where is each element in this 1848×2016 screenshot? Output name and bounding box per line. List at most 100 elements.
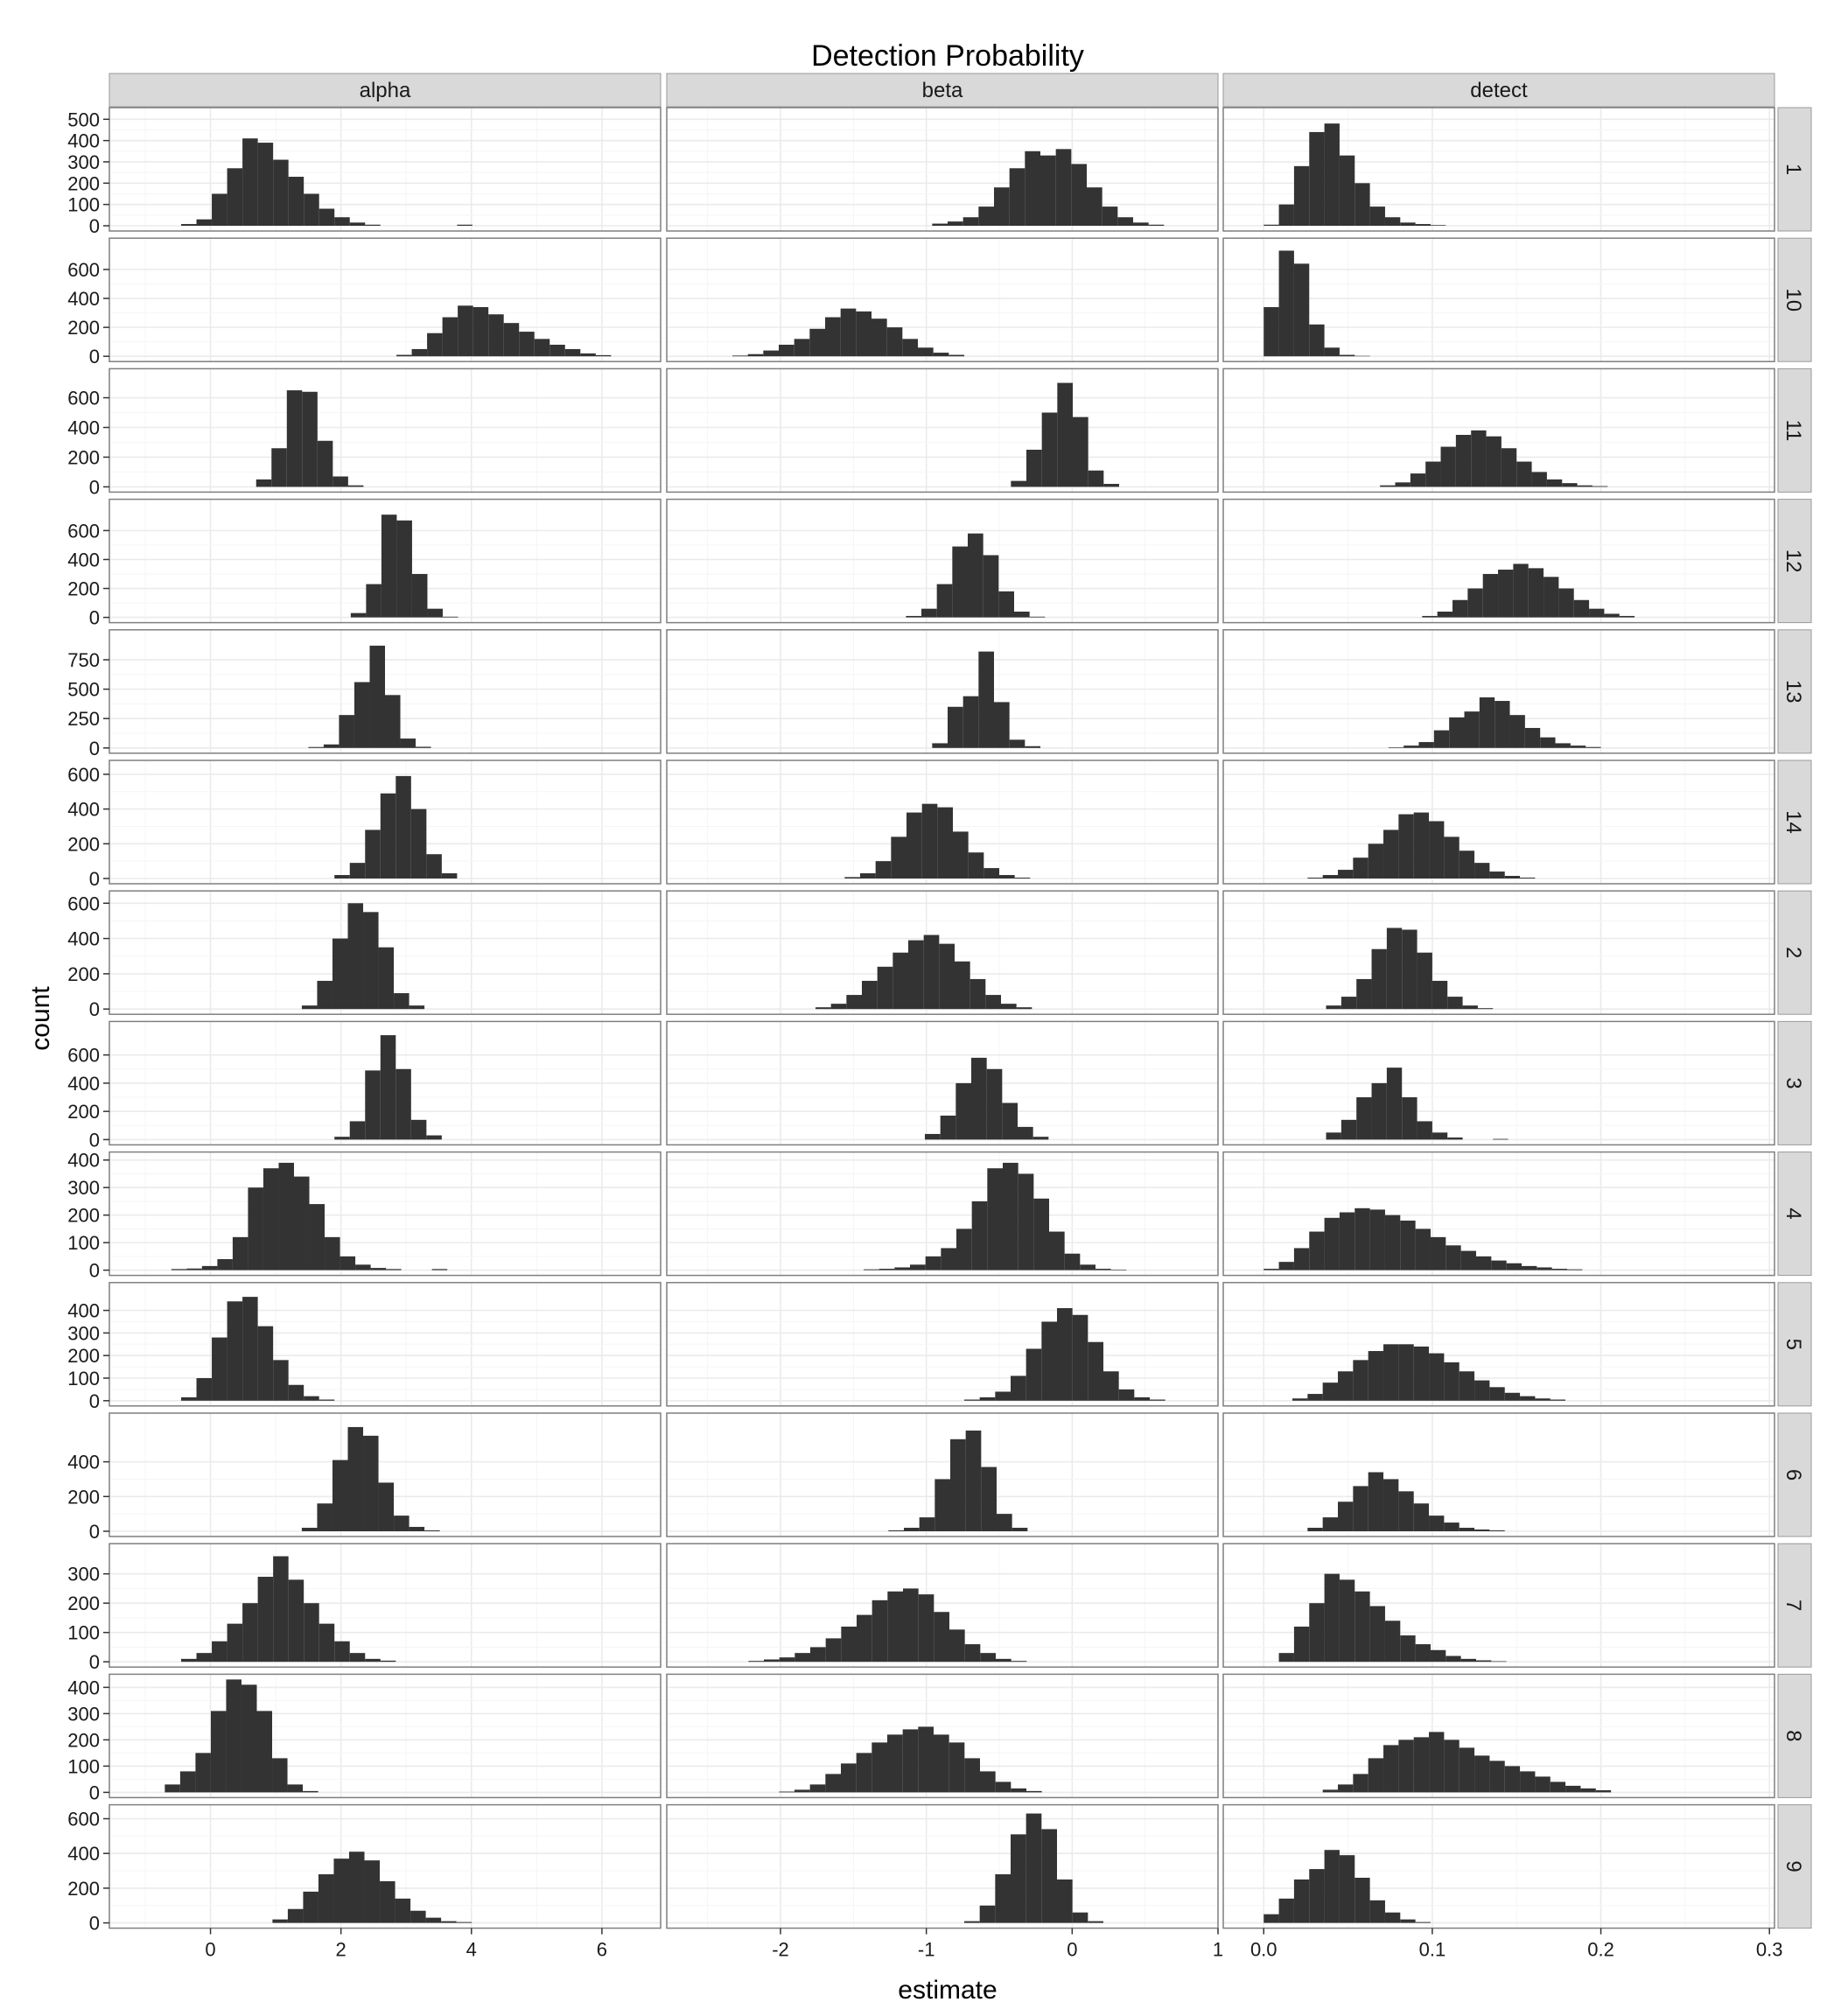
- histogram-bar: [1400, 1635, 1416, 1662]
- histogram-bar: [304, 1396, 319, 1401]
- panel-border: [1222, 1151, 1775, 1277]
- histogram-bar: [1016, 1007, 1032, 1010]
- y-tick-label: 400: [67, 799, 100, 821]
- histogram-bar: [1415, 224, 1431, 226]
- histogram-bar: [1417, 1121, 1432, 1140]
- histogram-bar: [825, 1638, 842, 1662]
- histogram-bar: [779, 1657, 795, 1662]
- y-tick-label: 400: [67, 1843, 100, 1865]
- histogram-bar: [395, 1898, 411, 1923]
- histogram-bar: [1544, 577, 1559, 618]
- y-tick-label: 100: [67, 1622, 100, 1644]
- histogram-bar: [919, 1517, 935, 1531]
- panel-border: [1222, 1282, 1775, 1407]
- panel-background: [109, 368, 661, 493]
- histogram-bar: [302, 391, 318, 487]
- row-strip-5: [1777, 1282, 1812, 1407]
- row-strip-label-4: 4: [1782, 1208, 1805, 1219]
- histogram-bar: [381, 514, 397, 618]
- histogram-bar: [964, 1921, 980, 1923]
- y-tick-label: 300: [67, 151, 100, 173]
- histogram-bar: [333, 1858, 349, 1923]
- histogram-bar: [181, 224, 197, 226]
- histogram-bar: [996, 1658, 1012, 1662]
- histogram-bar: [273, 1556, 289, 1662]
- histogram-bar: [164, 1784, 180, 1793]
- panel-detect-3: [1222, 1020, 1775, 1146]
- x-tick-label: -1: [918, 1939, 935, 1961]
- y-tick-label: 0: [89, 1129, 100, 1151]
- row-strip-12: [1777, 499, 1812, 624]
- histogram-bar: [1041, 1829, 1057, 1923]
- histogram-bar: [825, 317, 841, 357]
- chart-title: Detection Probability: [811, 39, 1084, 73]
- y-tick-label: 100: [67, 1755, 100, 1777]
- panel-beta-12: [666, 498, 1219, 624]
- histogram-bar: [242, 138, 258, 226]
- histogram-bar: [1041, 1321, 1057, 1401]
- histogram-bar: [1432, 980, 1448, 1010]
- histogram-bar: [564, 348, 581, 357]
- histogram-bar: [1338, 1784, 1354, 1793]
- panel-beta-6: [666, 1412, 1219, 1537]
- histogram-bar: [317, 980, 332, 1010]
- histogram-bar: [1011, 1376, 1026, 1401]
- histogram-bar: [1459, 1747, 1475, 1793]
- row-strip-label-3: 3: [1782, 1077, 1805, 1088]
- y-tick-label: 400: [67, 288, 100, 310]
- histogram-bar: [1501, 448, 1517, 487]
- histogram-bar: [550, 344, 565, 357]
- histogram-bar: [1071, 164, 1087, 226]
- histogram-bar: [936, 584, 953, 618]
- row-strip-13: [1777, 629, 1812, 754]
- histogram-bar: [1011, 1788, 1026, 1793]
- panel-border: [1222, 368, 1775, 494]
- histogram-bar: [1354, 1208, 1370, 1270]
- histogram-bar: [288, 1384, 304, 1401]
- histogram-bar: [1429, 1732, 1445, 1793]
- histogram-bar: [363, 1435, 379, 1531]
- histogram-bar: [425, 1917, 442, 1923]
- panel-border: [666, 237, 1219, 362]
- panel-border: [1222, 1412, 1775, 1537]
- row-strip-label-10: 10: [1782, 288, 1805, 312]
- panel-alpha-11: 0 200 400 600: [67, 368, 662, 498]
- histogram-bar: [1580, 1788, 1596, 1793]
- histogram-bar: [304, 193, 319, 226]
- histogram-bar: [1474, 1380, 1490, 1401]
- panel-alpha-10: 0 200 400 600: [67, 237, 662, 368]
- panel-border: [1222, 498, 1775, 624]
- histogram-bar: [1486, 436, 1502, 487]
- histogram-bar: [918, 347, 934, 357]
- histogram-bar: [380, 1880, 396, 1923]
- histogram-bar: [1026, 1813, 1042, 1923]
- panel-detect-11: [1222, 368, 1775, 494]
- histogram-bar: [994, 187, 1010, 226]
- histogram-bar: [1340, 997, 1357, 1010]
- panel-alpha-4: 0 100 200 300 400: [67, 1150, 662, 1282]
- panel-border: [1222, 237, 1775, 362]
- histogram-bar: [908, 940, 924, 1010]
- y-tick-label: 300: [67, 1322, 100, 1344]
- facet-strip-label-beta: beta: [922, 79, 963, 102]
- histogram-bar: [503, 323, 520, 357]
- histogram-bar: [952, 546, 968, 618]
- y-tick-label: 0: [89, 1390, 100, 1412]
- panel-alpha-6: 0 200 400: [67, 1412, 662, 1543]
- histogram-bar: [226, 1679, 242, 1793]
- histogram-bar: [1433, 730, 1450, 748]
- histogram-bar: [844, 877, 860, 878]
- y-tick-label: 400: [67, 1300, 100, 1322]
- histogram-bar: [1589, 608, 1605, 618]
- panel-detect-2: [1222, 890, 1775, 1015]
- panel-beta-4: [666, 1151, 1219, 1277]
- histogram-bar: [1322, 875, 1339, 878]
- histogram-bar: [1354, 183, 1370, 226]
- histogram-bar: [257, 143, 274, 226]
- histogram-bar: [457, 224, 472, 226]
- histogram-bar: [1278, 1898, 1294, 1923]
- histogram-bar: [1573, 599, 1590, 618]
- panel-border: [108, 1412, 662, 1537]
